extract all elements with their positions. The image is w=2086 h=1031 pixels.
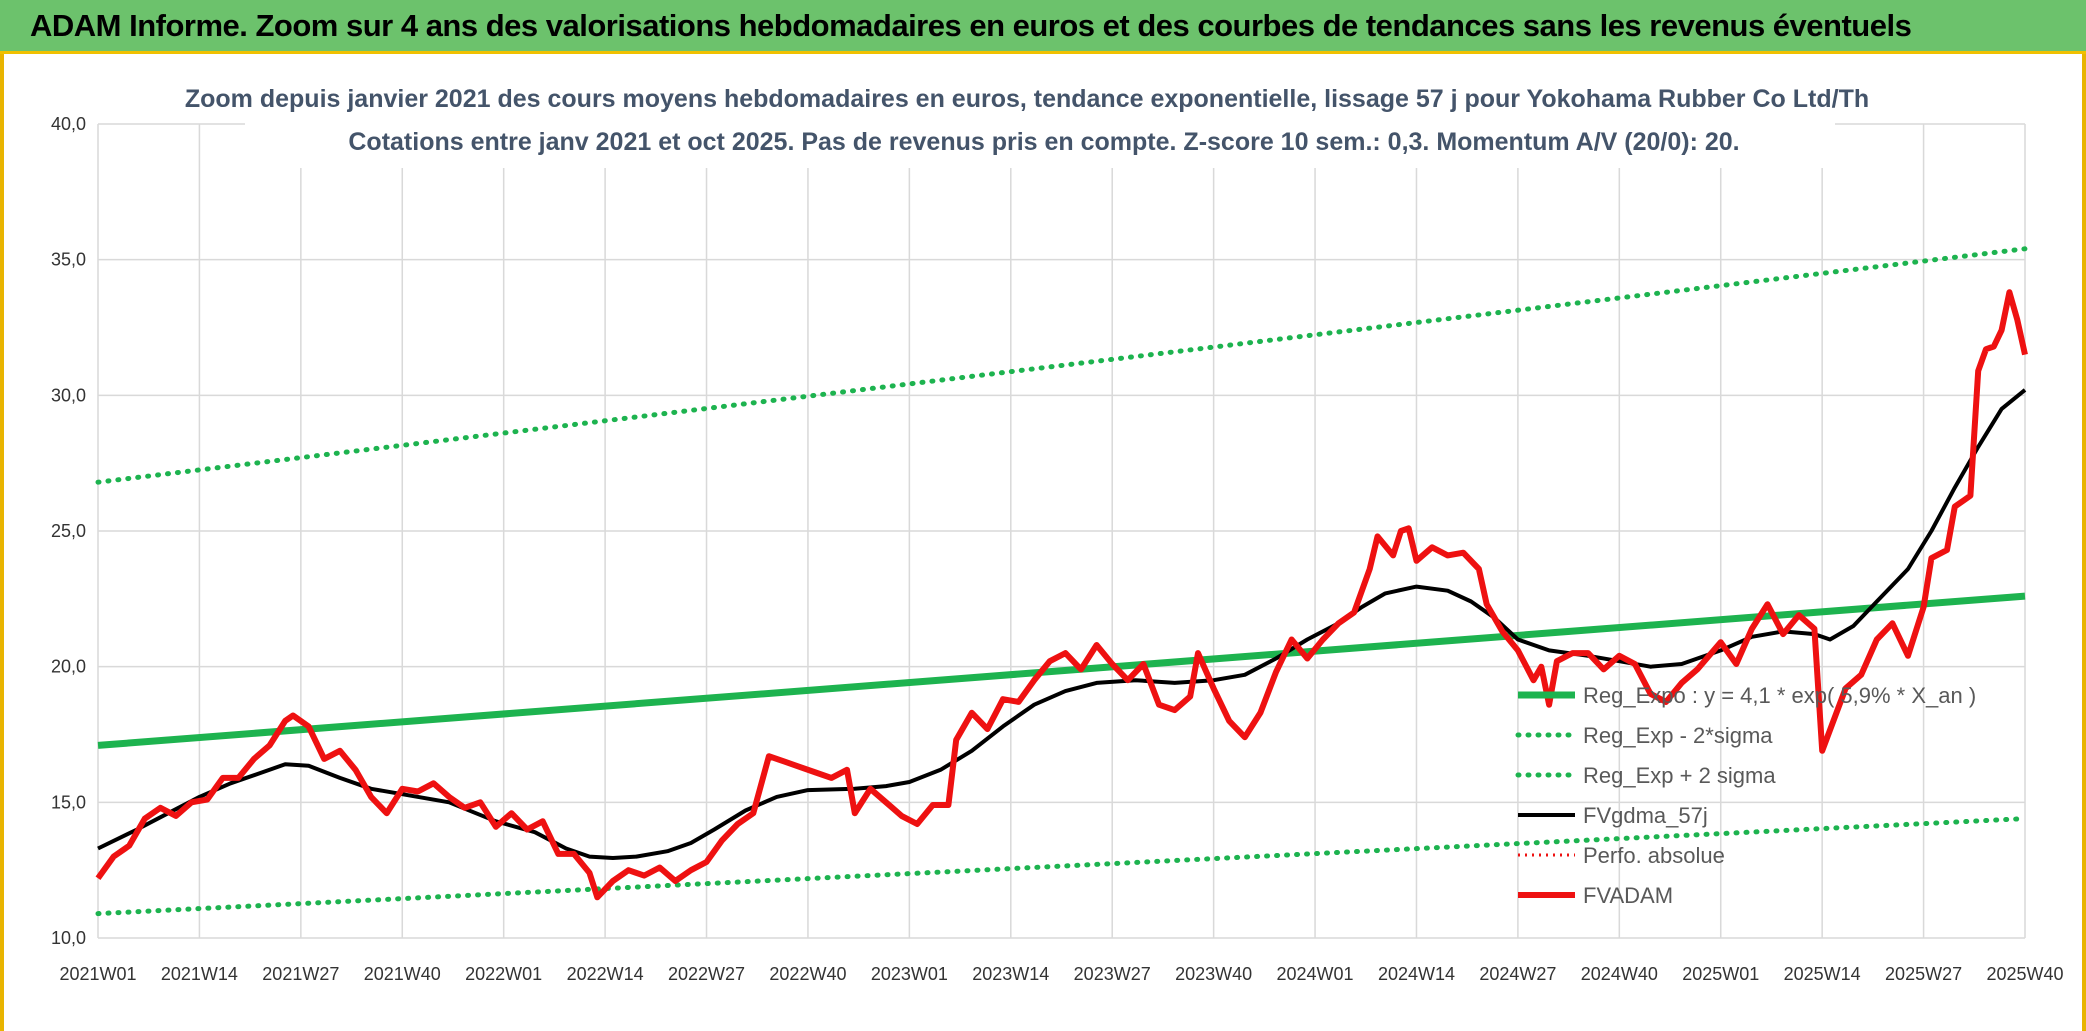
legend-label: Reg_Exp - 2*sigma bbox=[1583, 723, 1773, 748]
x-tick-label: 2025W01 bbox=[1682, 964, 1759, 984]
x-tick-label: 2023W40 bbox=[1175, 964, 1252, 984]
page-banner: ADAM Informe. Zoom sur 4 ans des valoris… bbox=[0, 0, 2086, 54]
legend-label: Reg_Expo : y = 4,1 * exp( 5,9% * X_an ) bbox=[1583, 683, 1976, 708]
y-tick-label: 40,0 bbox=[51, 114, 86, 134]
y-tick-label: 10,0 bbox=[51, 928, 86, 948]
x-tick-label: 2024W01 bbox=[1277, 964, 1354, 984]
y-tick-label: 15,0 bbox=[51, 792, 86, 812]
legend-label: FVADAM bbox=[1583, 883, 1673, 908]
x-tick-label: 2021W14 bbox=[161, 964, 238, 984]
smoothed-line bbox=[97, 388, 2027, 860]
x-tick-label: 2021W01 bbox=[59, 964, 136, 984]
chart-subtitle: Cotations entre janv 2021 et oct 2025. P… bbox=[348, 128, 1739, 156]
title-background bbox=[245, 78, 1835, 168]
price-line bbox=[95, 289, 2028, 901]
x-tick-label: 2021W27 bbox=[262, 964, 339, 984]
x-tick-label: 2024W14 bbox=[1378, 964, 1455, 984]
x-tick-label: 2025W27 bbox=[1885, 964, 1962, 984]
x-tick-label: 2025W40 bbox=[1986, 964, 2063, 984]
x-tick-label: 2022W01 bbox=[465, 964, 542, 984]
legend-label: Reg_Exp + 2 sigma bbox=[1583, 763, 1776, 788]
chart-frame bbox=[0, 54, 2086, 1031]
y-tick-label: 20,0 bbox=[51, 657, 86, 677]
trend-line bbox=[97, 592, 2026, 749]
legend: Reg_Expo : y = 4,1 * exp( 5,9% * X_an ) R… bbox=[1515, 683, 1976, 908]
series-lines bbox=[95, 246, 2028, 917]
banner-title: ADAM Informe. Zoom sur 4 ans des valoris… bbox=[30, 8, 1912, 43]
x-tick-label: 2023W14 bbox=[972, 964, 1049, 984]
x-tick-label: 2025W14 bbox=[1784, 964, 1861, 984]
y-tick-label: 35,0 bbox=[51, 250, 86, 270]
legend-label: Perfo. absolue bbox=[1583, 843, 1725, 868]
y-tick-label: 25,0 bbox=[51, 521, 86, 541]
legend-label: FVgdma_57j bbox=[1583, 803, 1708, 828]
x-tick-label: 2022W40 bbox=[769, 964, 846, 984]
x-tick-label: 2023W01 bbox=[871, 964, 948, 984]
x-axis-ticks: 2021W01 2021W14 2021W27 2021W40 2022W01 2022W… bbox=[59, 964, 2063, 984]
x-tick-label: 2023W27 bbox=[1074, 964, 1151, 984]
x-tick-label: 2024W40 bbox=[1581, 964, 1658, 984]
x-tick-label: 2022W27 bbox=[668, 964, 745, 984]
lower-band-line bbox=[95, 816, 2028, 917]
x-tick-label: 2021W40 bbox=[364, 964, 441, 984]
x-tick-label: 2022W14 bbox=[567, 964, 644, 984]
x-tick-label: 2024W27 bbox=[1479, 964, 1556, 984]
y-tick-label: 30,0 bbox=[51, 385, 86, 405]
chart-title: Zoom depuis janvier 2021 des cours moyen… bbox=[185, 85, 1869, 113]
y-axis-ticks: 10,0 15,0 20,0 25,0 30,0 35,0 40,0 bbox=[51, 114, 86, 948]
upper-band-line bbox=[95, 246, 2028, 485]
